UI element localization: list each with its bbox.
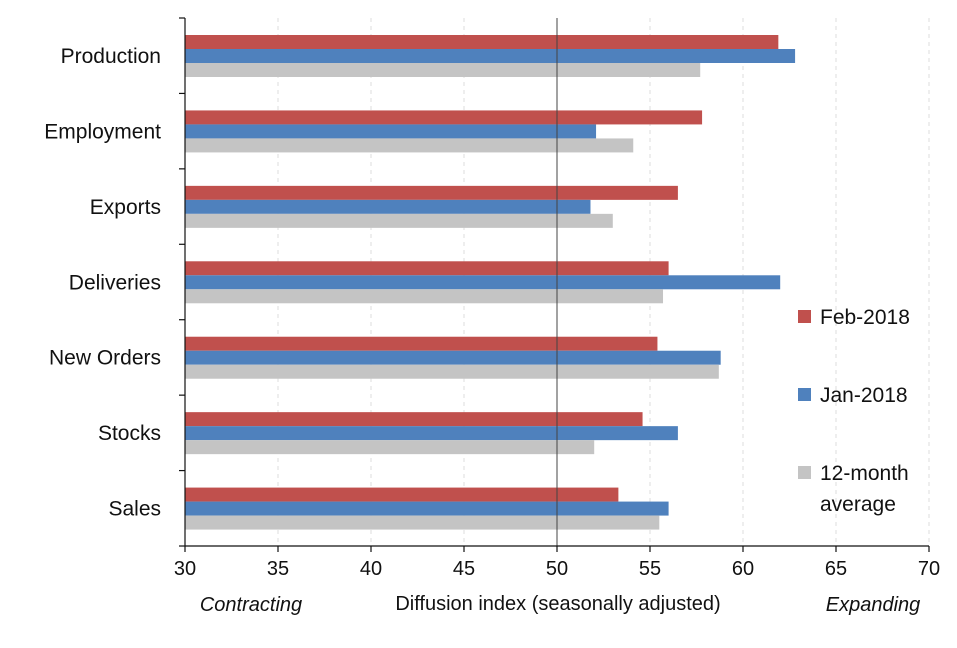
category-label-stocks: Stocks bbox=[98, 422, 161, 445]
bar-deliveries-jan-2018 bbox=[185, 275, 781, 290]
category-label-exports: Exports bbox=[90, 196, 161, 219]
legend-label-2-0: 12-month bbox=[820, 462, 909, 485]
x-tick-label-55: 55 bbox=[639, 558, 661, 580]
bar-deliveries-12-month-average bbox=[185, 289, 664, 304]
bar-employment-feb-2018 bbox=[185, 110, 703, 125]
x-tick-label-30: 30 bbox=[174, 558, 196, 580]
legend-swatch-1 bbox=[798, 388, 811, 401]
expanding-annotation: Expanding bbox=[826, 594, 921, 616]
category-label-production: Production bbox=[61, 45, 161, 68]
category-label-sales: Sales bbox=[108, 498, 161, 521]
legend-label-0-0: Feb-2018 bbox=[820, 306, 910, 329]
bar-sales-feb-2018 bbox=[185, 487, 619, 502]
bar-new-orders-jan-2018 bbox=[185, 350, 721, 365]
x-tick-label-70: 70 bbox=[918, 558, 940, 580]
x-tick-label-40: 40 bbox=[360, 558, 382, 580]
bar-production-feb-2018 bbox=[185, 35, 779, 49]
category-label-deliveries: Deliveries bbox=[69, 271, 161, 294]
bars-layer bbox=[185, 35, 796, 530]
x-tick-label-35: 35 bbox=[267, 558, 289, 580]
axes-layer bbox=[179, 17, 930, 552]
bar-employment-jan-2018 bbox=[185, 124, 597, 139]
bar-sales-jan-2018 bbox=[185, 501, 669, 516]
bar-stocks-jan-2018 bbox=[185, 426, 678, 441]
contracting-annotation: Contracting bbox=[200, 594, 302, 616]
legend-label-1-0: Jan-2018 bbox=[820, 384, 908, 407]
legend: Feb-2018 Jan-2018 12-month average bbox=[798, 306, 910, 516]
legend-swatch-2 bbox=[798, 466, 811, 479]
x-tick-label-65: 65 bbox=[825, 558, 847, 580]
bar-sales-12-month-average bbox=[185, 515, 660, 530]
x-tick-label-60: 60 bbox=[732, 558, 754, 580]
bar-new-orders-feb-2018 bbox=[185, 336, 658, 351]
legend-label-2-1: average bbox=[820, 493, 896, 516]
x-tick-label-45: 45 bbox=[453, 558, 475, 580]
x-axis-title: Diffusion index (seasonally adjusted) bbox=[395, 593, 720, 615]
bar-exports-jan-2018 bbox=[185, 199, 591, 214]
bar-new-orders-12-month-average bbox=[185, 364, 719, 379]
bar-production-jan-2018 bbox=[185, 49, 796, 63]
bar-exports-feb-2018 bbox=[185, 185, 678, 200]
bar-production-12-month-average bbox=[185, 63, 701, 77]
bar-stocks-feb-2018 bbox=[185, 412, 643, 427]
bar-exports-12-month-average bbox=[185, 213, 613, 228]
category-label-employment: Employment bbox=[44, 120, 161, 143]
bar-stocks-12-month-average bbox=[185, 440, 595, 455]
bar-employment-12-month-average bbox=[185, 138, 634, 153]
bar-deliveries-feb-2018 bbox=[185, 261, 669, 276]
x-tick-label-50: 50 bbox=[546, 558, 568, 580]
category-label-new-orders: New Orders bbox=[49, 347, 161, 370]
labels-layer: Production Employment Exports Deliveries New… bbox=[44, 45, 940, 580]
legend-swatch-0 bbox=[798, 310, 811, 323]
